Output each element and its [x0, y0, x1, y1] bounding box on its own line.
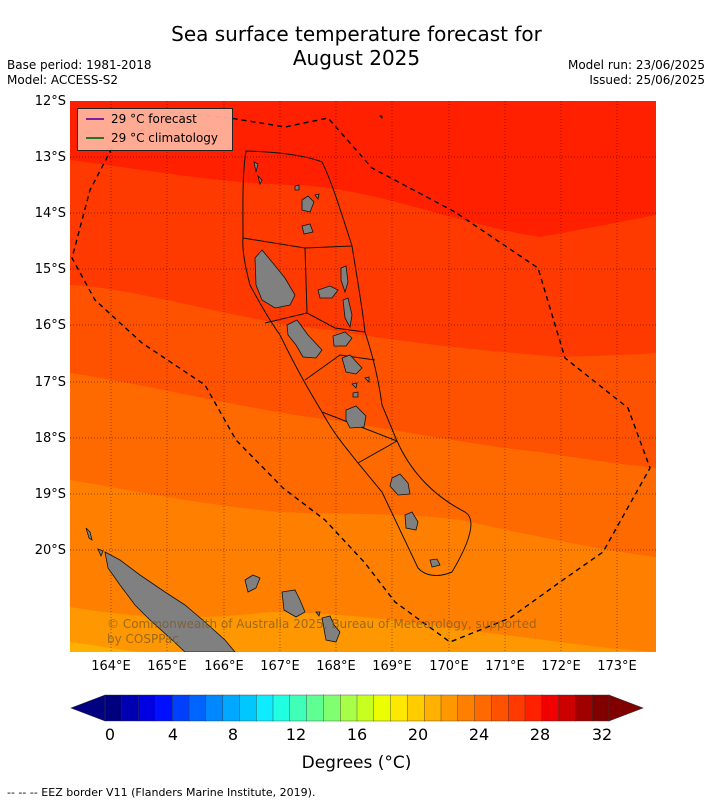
colorbar-cell	[306, 694, 325, 722]
lat-label-18s: 18°S	[34, 431, 66, 446]
colorbar-tick-16: 16	[346, 725, 368, 744]
lat-label-14s: 14°S	[34, 206, 66, 221]
meta-left: Base period: 1981-2018 Model: ACCESS-S2	[7, 58, 152, 88]
colorbar-cell	[373, 694, 392, 722]
colorbar-cell	[289, 694, 308, 722]
meta-right: Model run: 23/06/2025 Issued: 25/06/2025	[568, 58, 705, 88]
lon-label-168e: 168°E	[316, 659, 356, 674]
colorbar-cell	[340, 694, 358, 722]
colorbar-cell	[424, 694, 442, 722]
colorbar-tick-32: 32	[591, 725, 613, 744]
legend-item-climatology: 29 °C climatology	[86, 131, 218, 145]
eez-footer-note: -- -- -- EEZ border V11 (Flanders Marine…	[7, 786, 316, 799]
lon-label-172e: 172°E	[541, 659, 581, 674]
colorbar-cell	[155, 694, 173, 722]
lat-label-15s: 15°S	[34, 262, 66, 277]
lat-label-16s: 16°S	[34, 318, 66, 333]
colorbar-label: Degrees (°C)	[301, 753, 412, 773]
legend-swatch-climatology	[86, 137, 104, 139]
colorbar-cell	[558, 694, 577, 722]
title-line-2: August 2025	[292, 46, 421, 70]
colorbar-tick-28: 28	[529, 725, 551, 744]
province-boundaries	[242, 150, 472, 576]
colorbar-cell	[575, 694, 593, 722]
colorbar-cells	[104, 694, 610, 722]
colorbar-cell	[457, 694, 476, 722]
copyright-line-1: © Commonwealth of Australia 2025, Bureau…	[107, 617, 537, 631]
colorbar-cell	[138, 694, 157, 722]
sst-map	[70, 101, 656, 652]
lon-label-173e: 173°E	[597, 659, 637, 674]
lat-label-12s: 12°S	[34, 94, 66, 109]
legend-label-climatology: 29 °C climatology	[111, 131, 219, 145]
title-line-1: Sea surface temperature forecast for	[171, 22, 542, 46]
colorbar-cell	[592, 694, 610, 722]
lon-label-169e: 169°E	[372, 659, 412, 674]
band-23-24	[70, 642, 140, 652]
colorbar-cell	[390, 694, 409, 722]
map-legend: 29 °C forecast 29 °C climatology	[77, 108, 233, 151]
colorbar-cell	[121, 694, 140, 722]
colorbar-cell	[524, 694, 543, 722]
lat-label-19s: 19°S	[34, 487, 66, 502]
colorbar-cell	[474, 694, 493, 722]
colorbar-tick-24: 24	[468, 725, 490, 744]
map-title: Sea surface temperature forecast for Aug…	[0, 22, 713, 70]
lat-label-20s: 20°S	[34, 543, 66, 558]
lat-label-13s: 13°S	[34, 150, 66, 165]
colorbar-cell	[188, 694, 207, 722]
model-text: Model: ACCESS-S2	[7, 73, 119, 87]
lat-label-17s: 17°S	[34, 375, 66, 390]
land-masses	[85, 115, 441, 652]
lon-label-167e: 167°E	[260, 659, 300, 674]
colorbar-max-arrow	[608, 694, 644, 722]
colorbar-cell	[255, 694, 274, 722]
lon-label-170e: 170°E	[429, 659, 469, 674]
colorbar-tick-12: 12	[285, 725, 307, 744]
colorbar-min-arrow	[70, 694, 106, 722]
colorbar-tick-4: 4	[167, 725, 179, 744]
colorbar-cell	[508, 694, 526, 722]
eez-border	[71, 111, 651, 643]
copyright-line-2: by COSPPac	[107, 632, 179, 646]
colorbar-cell	[205, 694, 224, 722]
model-run-text: Model run: 23/06/2025	[567, 58, 705, 72]
colorbar-cell	[407, 694, 425, 722]
colorbar-cell	[356, 694, 375, 722]
band-25-26	[70, 480, 656, 652]
legend-item-forecast: 29 °C forecast	[86, 112, 197, 126]
colorbar-tick-8: 8	[227, 725, 239, 744]
colorbar-cell	[239, 694, 257, 722]
colorbar-cell	[272, 694, 291, 722]
colorbar-tick-20: 20	[407, 725, 429, 744]
colorbar-cell	[491, 694, 509, 722]
lon-label-171e: 171°E	[485, 659, 525, 674]
colorbar-cell	[323, 694, 341, 722]
lon-label-165e: 165°E	[147, 659, 187, 674]
lon-label-166e: 166°E	[204, 659, 244, 674]
colorbar-cell	[222, 694, 241, 722]
colorbar-cell	[104, 694, 123, 722]
legend-swatch-forecast	[86, 118, 104, 120]
legend-label-forecast: 29 °C forecast	[111, 112, 197, 126]
base-period-text: Base period: 1981-2018	[7, 58, 152, 72]
issued-text: Issued: 25/06/2025	[589, 73, 705, 87]
colorbar-cell	[440, 694, 459, 722]
colorbar-tick-0: 0	[104, 725, 116, 744]
lon-label-164e: 164°E	[91, 659, 131, 674]
copyright-notice: © Commonwealth of Australia 2025, Bureau…	[107, 617, 537, 647]
colorbar	[70, 694, 644, 722]
colorbar-cell	[541, 694, 560, 722]
colorbar-cell	[171, 694, 190, 722]
